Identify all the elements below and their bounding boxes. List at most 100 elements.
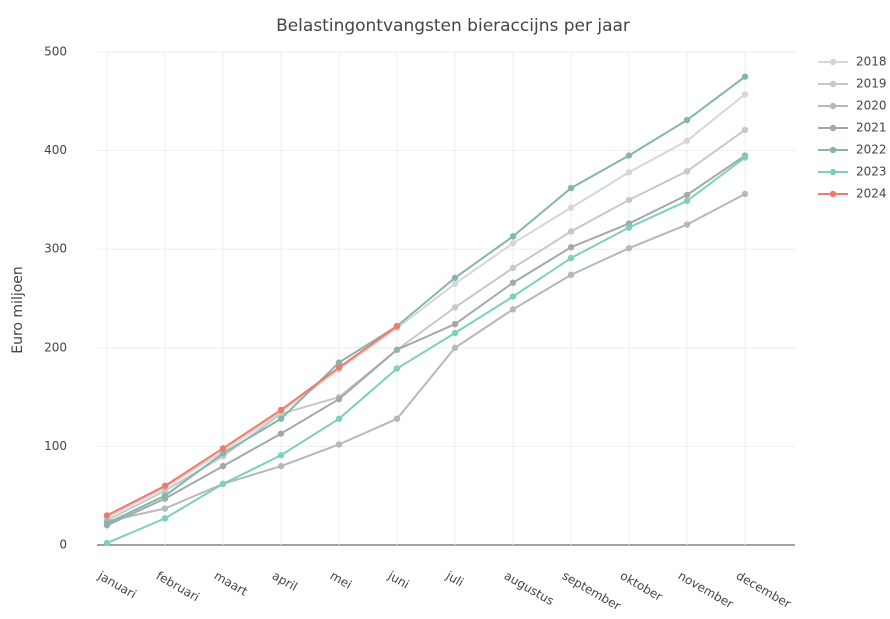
point: [567, 204, 575, 211]
x-tick-label: mei: [328, 569, 354, 592]
point: [451, 280, 459, 287]
point: [335, 441, 343, 448]
point: [393, 346, 401, 353]
point: [335, 364, 343, 371]
legend-label: 2019: [856, 77, 887, 91]
x-tick-label: november: [676, 569, 736, 612]
point: [277, 462, 285, 470]
point: [103, 512, 111, 519]
point: [219, 445, 227, 452]
point: [683, 137, 691, 144]
legend-marker: [829, 190, 837, 198]
point: [335, 395, 343, 403]
point: [509, 233, 517, 240]
point: [625, 245, 633, 252]
point: [625, 152, 633, 159]
x-tick-label: augustus: [502, 569, 557, 609]
x-tick-label: april: [270, 569, 300, 594]
point: [567, 254, 575, 262]
point: [451, 329, 459, 337]
point: [103, 520, 111, 527]
point: [567, 184, 575, 192]
point: [683, 168, 691, 175]
point: [567, 271, 575, 279]
x-tick-label: september: [560, 569, 623, 614]
point: [683, 197, 691, 205]
point: [567, 244, 575, 251]
point: [509, 279, 517, 286]
x-tick-label: december: [734, 569, 794, 611]
legend-marker: [829, 124, 837, 132]
x-tick-label: juni: [385, 568, 412, 592]
legend-label: 2023: [856, 165, 887, 179]
point: [451, 304, 459, 311]
series-line: [106, 75, 746, 525]
point: [161, 492, 169, 499]
point: [219, 450, 227, 457]
x-tick-label: januari: [95, 568, 139, 601]
point: [277, 406, 285, 414]
series-line: [106, 93, 746, 519]
legend-label: 2021: [856, 121, 887, 135]
y-tick-label: 300: [44, 242, 67, 256]
x-tick-label: februari: [154, 569, 202, 605]
x-tick-label: oktober: [618, 569, 665, 604]
point: [103, 539, 111, 547]
x-tick-label: juli: [443, 568, 466, 589]
point: [741, 91, 749, 98]
series-line: [106, 325, 398, 517]
point: [509, 240, 517, 247]
y-tick-label: 500: [44, 45, 67, 59]
point: [219, 480, 227, 488]
point: [451, 274, 459, 281]
point: [335, 415, 343, 422]
legend-marker: [829, 80, 837, 88]
point: [741, 154, 749, 161]
point: [741, 190, 749, 198]
point: [161, 482, 169, 490]
point: [741, 73, 749, 80]
legend-label: 2018: [856, 55, 887, 69]
series-line: [106, 193, 746, 523]
point: [161, 515, 169, 522]
point: [683, 221, 691, 228]
point: [625, 196, 633, 204]
legend-marker: [829, 102, 837, 110]
point: [509, 306, 517, 313]
point: [277, 452, 285, 459]
point: [277, 415, 285, 422]
point: [509, 293, 517, 300]
point: [741, 126, 749, 134]
x-tick-label: maart: [212, 569, 250, 599]
legend-marker: [829, 146, 837, 154]
point: [393, 322, 401, 330]
point: [219, 462, 227, 470]
legend-marker: [829, 58, 837, 66]
point: [277, 430, 285, 437]
series-line: [106, 154, 746, 527]
point: [625, 169, 633, 176]
point: [161, 487, 169, 494]
point: [161, 505, 169, 512]
point: [451, 320, 459, 328]
series-line: [106, 129, 746, 522]
point: [567, 228, 575, 235]
point: [335, 359, 343, 366]
legend-marker: [829, 168, 837, 176]
legend-label: 2020: [856, 99, 887, 113]
point: [393, 415, 401, 422]
point: [509, 264, 517, 272]
y-axis-label: Euro miljoen: [10, 266, 26, 354]
chart-title: Belastingontvangsten bieraccijns per jaa…: [276, 16, 630, 36]
y-tick-label: 100: [44, 439, 67, 453]
point: [683, 191, 691, 199]
y-tick-label: 200: [44, 340, 67, 354]
y-tick-label: 400: [44, 143, 67, 157]
point: [451, 344, 459, 351]
series-line: [106, 156, 746, 544]
point: [625, 224, 633, 231]
point: [683, 116, 691, 124]
legend-label: 2022: [856, 143, 887, 157]
y-tick-label: 0: [59, 538, 67, 552]
